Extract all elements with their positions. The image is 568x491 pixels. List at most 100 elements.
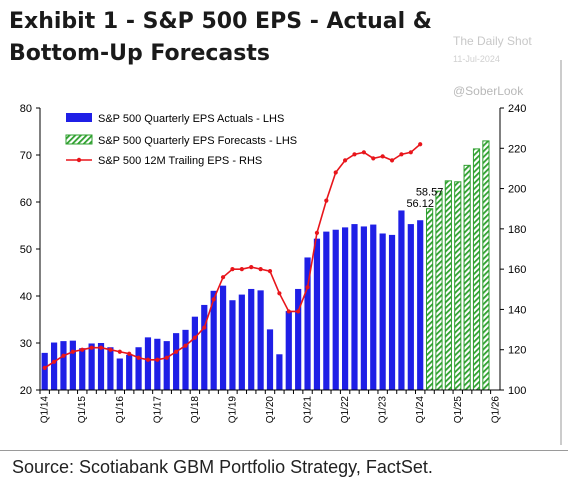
legend-swatch-forecasts — [65, 134, 93, 145]
actual-bar-Q2-14 — [50, 342, 58, 390]
trailing-eps-point-Q1-16 — [117, 349, 122, 354]
right-tick-label: 140 — [508, 304, 526, 316]
left-tick-label: 30 — [20, 338, 32, 350]
trailing-eps-point-Q2-18 — [202, 325, 207, 330]
left-tick-label: 40 — [20, 291, 32, 303]
x-tick-label: Q1/24 — [415, 396, 426, 424]
forecast-bar-Q4-25 — [482, 140, 490, 391]
divider — [0, 450, 568, 451]
legend-swatch-trailing-dot — [76, 157, 82, 163]
actual-bar-Q3-19 — [248, 288, 255, 390]
left-tick-label: 20 — [20, 385, 32, 397]
forecast-bar-Q4-24 — [444, 180, 452, 391]
frame-edge — [560, 60, 562, 445]
legend: S&P 500 Quarterly EPS Actuals - LHS S&P 5… — [65, 113, 297, 167]
left-tick-label: 80 — [20, 103, 32, 115]
trailing-eps-point-Q1-21 — [305, 285, 310, 290]
actual-bar-Q1-15 — [79, 348, 86, 390]
trailing-eps-point-Q3-23 — [399, 152, 404, 157]
actual-bar-Q3-16 — [135, 347, 142, 390]
trailing-eps-point-Q1-19 — [230, 267, 235, 272]
x-tick-label: Q1/14 — [40, 396, 51, 424]
x-tick-label: Q1/25 — [453, 396, 464, 424]
x-tick-label: Q1/17 — [152, 396, 163, 424]
actual-bar-Q2-23 — [388, 234, 396, 390]
trailing-eps-point-Q3-20 — [286, 309, 291, 314]
forecast-bar-Q2-25 — [463, 164, 471, 391]
actual-bar-Q1-21 — [304, 257, 311, 390]
actual-bar-Q1-14 — [41, 352, 48, 390]
data-label-Q2-24: 58.57 — [416, 187, 444, 199]
watermark-handle: @SoberLook — [453, 84, 524, 98]
trailing-eps-point-Q1-23 — [380, 154, 385, 159]
legend-label-0: S&P 500 Quarterly EPS Actuals - LHS — [98, 113, 284, 125]
trailing-eps-point-Q3-19 — [249, 265, 254, 270]
trailing-eps-point-Q1-15 — [80, 347, 85, 352]
trailing-eps-point-Q1-18 — [192, 335, 197, 340]
right-tick-label: 120 — [508, 345, 526, 357]
x-tick-label: Q1/19 — [227, 396, 238, 424]
watermark-date: 11-Jul-2024 — [453, 54, 500, 64]
actual-bar-Q4-16 — [144, 337, 152, 390]
right-tick-label: 240 — [508, 103, 526, 115]
actual-bars — [41, 210, 424, 390]
actual-bar-Q2-19 — [238, 294, 245, 390]
trailing-eps-point-Q3-15 — [98, 345, 104, 350]
x-tick-label: Q1/18 — [190, 396, 201, 424]
forecast-bars — [425, 140, 490, 391]
actual-bar-Q2-15 — [88, 343, 95, 390]
actual-bar-Q2-17 — [163, 341, 170, 390]
trailing-eps-point-Q2-14 — [51, 359, 57, 364]
actual-bar-Q4-22 — [370, 224, 377, 390]
trailing-eps-point-Q4-15 — [108, 347, 113, 352]
actual-bar-Q4-19 — [257, 290, 264, 390]
trailing-eps-point-Q2-19 — [239, 267, 244, 272]
right-tick-label: 100 — [508, 385, 526, 397]
trailing-eps-point-Q2-21 — [314, 230, 320, 235]
actual-bar-Q1-23 — [379, 233, 386, 390]
actual-bar-Q2-22 — [351, 224, 358, 390]
x-tick-label: Q1/21 — [303, 396, 314, 424]
trailing-eps-point-Q3-14 — [61, 353, 66, 358]
actual-bar-Q4-21 — [332, 229, 339, 390]
trailing-eps-point-Q2-16 — [127, 351, 132, 356]
actual-bar-Q3-18 — [210, 290, 217, 390]
x-tick-label: Q1/16 — [115, 396, 126, 424]
actual-bar-Q1-24 — [417, 220, 424, 390]
forecast-bar-Q2-24 — [425, 208, 434, 391]
actual-bar-Q4-15 — [107, 347, 114, 390]
watermark-name: The Daily Shot — [453, 34, 532, 48]
actual-bar-Q4-18 — [219, 285, 227, 390]
actual-bar-Q4-14 — [69, 340, 76, 390]
x-tick-label: Q1/22 — [340, 396, 351, 424]
actual-bar-Q1-20 — [266, 329, 274, 390]
data-label-Q1-24: 56.12 — [406, 198, 434, 210]
right-tick-label: 180 — [508, 224, 526, 236]
actual-bar-Q2-21 — [313, 238, 321, 390]
trailing-eps-point-Q2-22 — [352, 152, 357, 157]
actual-bar-Q1-22 — [342, 227, 349, 390]
trailing-eps-point-Q3-22 — [361, 150, 366, 155]
right-tick-label: 220 — [508, 143, 526, 155]
actual-bar-Q4-20 — [295, 288, 302, 390]
trailing-eps-point-Q4-22 — [371, 156, 376, 161]
trailing-eps-point-Q2-15 — [89, 345, 94, 350]
x-tick-label: Q1/15 — [77, 396, 88, 424]
trailing-eps-point-Q3-16 — [136, 355, 141, 360]
trailing-eps-point-Q4-17 — [183, 343, 188, 348]
forecast-bar-Q3-25 — [472, 148, 481, 391]
actual-bar-Q3-20 — [285, 311, 292, 390]
legend-label-2: S&P 500 12M Trailing EPS - RHS — [98, 155, 262, 167]
x-tick-label: Q1/26 — [490, 396, 501, 424]
actual-bar-Q1-19 — [229, 300, 236, 390]
eps-chart: 20 30 40 50 60 70 80 100 120 140 160 180 200 220 240 Q1… — [20, 103, 527, 424]
actual-bar-Q2-18 — [201, 304, 208, 390]
forecast-bar-Q3-24 — [435, 190, 443, 391]
actual-bar-Q3-21 — [323, 231, 330, 390]
trailing-eps-point-Q4-21 — [333, 170, 338, 175]
trailing-eps-point-Q2-20 — [277, 291, 282, 296]
trailing-eps-point-Q1-22 — [343, 158, 348, 163]
trailing-eps-point-Q3-17 — [174, 349, 179, 354]
trailing-eps-point-Q2-23 — [389, 158, 395, 163]
actual-bar-Q3-17 — [173, 333, 180, 390]
